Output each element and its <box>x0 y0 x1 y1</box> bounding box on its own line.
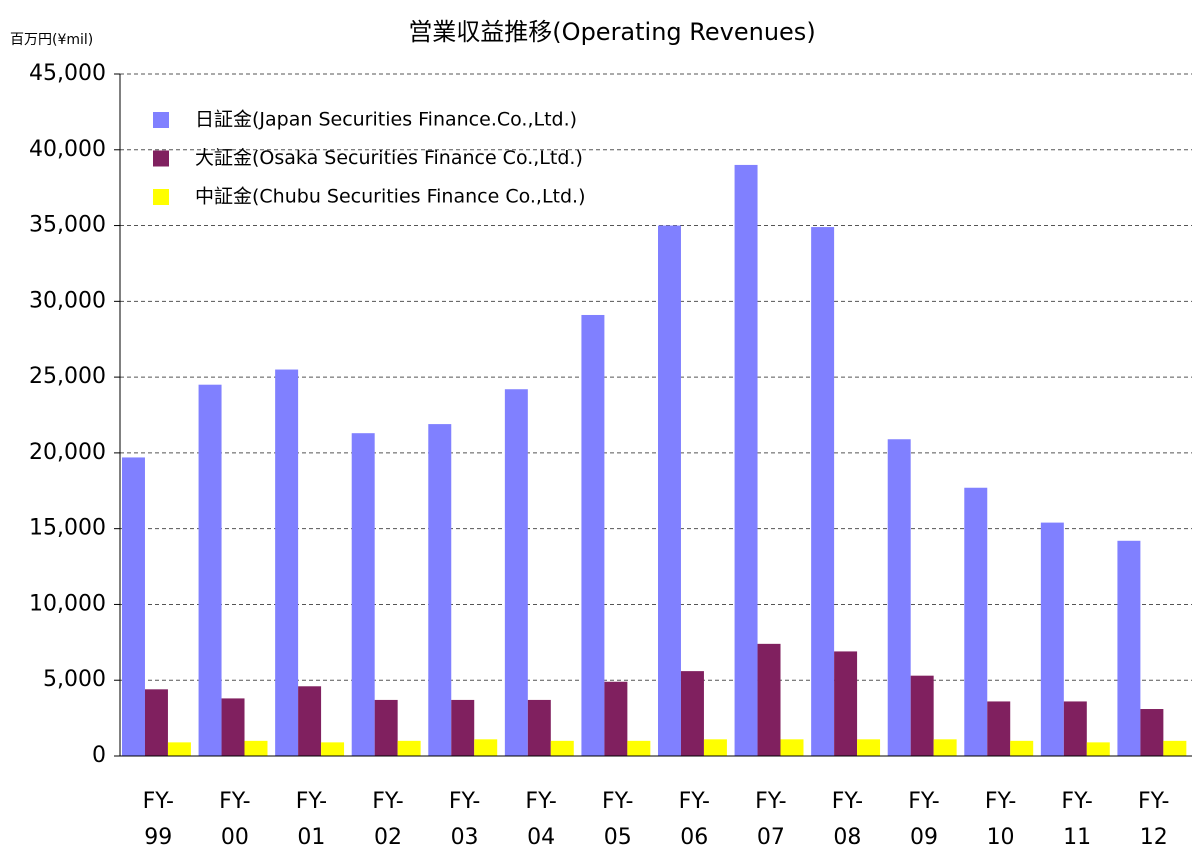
bar <box>658 225 681 757</box>
bar <box>351 433 375 756</box>
x-tick-label: FY- 99 <box>142 789 174 850</box>
y-axis-label: 百万円(¥mil) <box>10 32 93 48</box>
legend-label: 大証金(Osaka Securities Finance Co.,Ltd.) <box>195 147 583 169</box>
y-tick-label: 0 <box>92 743 106 768</box>
x-tick-label: FY- 03 <box>448 789 481 850</box>
bar <box>734 164 758 756</box>
x-tick-label: FY- 09 <box>908 789 940 850</box>
y-tick-label: 20,000 <box>29 440 106 465</box>
bar <box>198 384 222 756</box>
x-tick-label: FY- 10 <box>984 789 1017 850</box>
y-tick-label: 10,000 <box>29 591 106 616</box>
bar <box>834 651 858 756</box>
bar <box>1040 522 1064 756</box>
x-tick-label: FY- 00 <box>219 789 251 850</box>
y-tick-label: 30,000 <box>29 288 106 313</box>
x-tick-label: FY- 04 <box>525 789 557 850</box>
bar <box>604 681 628 756</box>
x-tick-label: FY- 07 <box>755 789 787 850</box>
bar <box>964 487 988 756</box>
x-tick-label: FY- 08 <box>831 789 864 850</box>
bar <box>474 739 498 756</box>
bar <box>1086 742 1110 756</box>
bar <box>244 740 268 756</box>
x-tick-label: FY- 01 <box>295 789 328 850</box>
y-tick-label: 35,000 <box>29 213 106 238</box>
bar <box>627 740 651 756</box>
bar <box>527 699 551 756</box>
y-tick-label: 40,000 <box>29 137 106 162</box>
bar <box>144 689 168 756</box>
bar <box>581 314 605 756</box>
bar <box>933 739 957 756</box>
bar <box>780 739 804 756</box>
bar <box>1010 740 1034 756</box>
bar <box>887 439 911 756</box>
bar <box>397 740 421 756</box>
bar <box>550 740 574 756</box>
bar <box>298 686 322 756</box>
legend-label: 中証金(Chubu Securities Finance Co.,Ltd.) <box>195 186 586 208</box>
bar <box>1117 540 1141 756</box>
bar <box>910 675 934 756</box>
bar <box>811 227 835 756</box>
x-tick-label: FY- 11 <box>1061 789 1093 850</box>
bar <box>504 389 528 756</box>
bar <box>1063 701 1087 756</box>
bar <box>757 643 781 756</box>
bar <box>451 699 475 756</box>
bar <box>167 742 191 756</box>
legend-swatch <box>153 189 169 205</box>
legend-swatch <box>153 150 169 167</box>
legend-label: 日証金(Japan Securities Finance.Co.,Ltd.) <box>195 109 577 131</box>
bar <box>703 739 727 756</box>
y-tick-label: 5,000 <box>43 667 106 692</box>
legend-swatch <box>153 112 169 128</box>
y-tick-label: 45,000 <box>29 61 106 86</box>
x-tick-label: FY- 12 <box>1137 789 1170 850</box>
bar <box>428 424 452 756</box>
bar <box>275 369 299 756</box>
x-tick-label: FY- 06 <box>678 789 710 850</box>
bar <box>221 698 245 756</box>
bar <box>374 699 398 756</box>
bar <box>1163 740 1187 756</box>
bar <box>122 457 145 756</box>
x-tick-label: FY- 05 <box>601 789 634 850</box>
chart-title: 営業収益推移(Operating Revenues) <box>408 18 815 46</box>
bar <box>321 742 345 756</box>
y-tick-label: 15,000 <box>29 516 106 541</box>
y-tick-label: 25,000 <box>29 364 106 389</box>
bar <box>987 701 1011 756</box>
bar <box>680 671 704 756</box>
x-tick-label: FY- 02 <box>372 789 404 850</box>
bar <box>857 739 881 756</box>
bar <box>1140 709 1164 756</box>
